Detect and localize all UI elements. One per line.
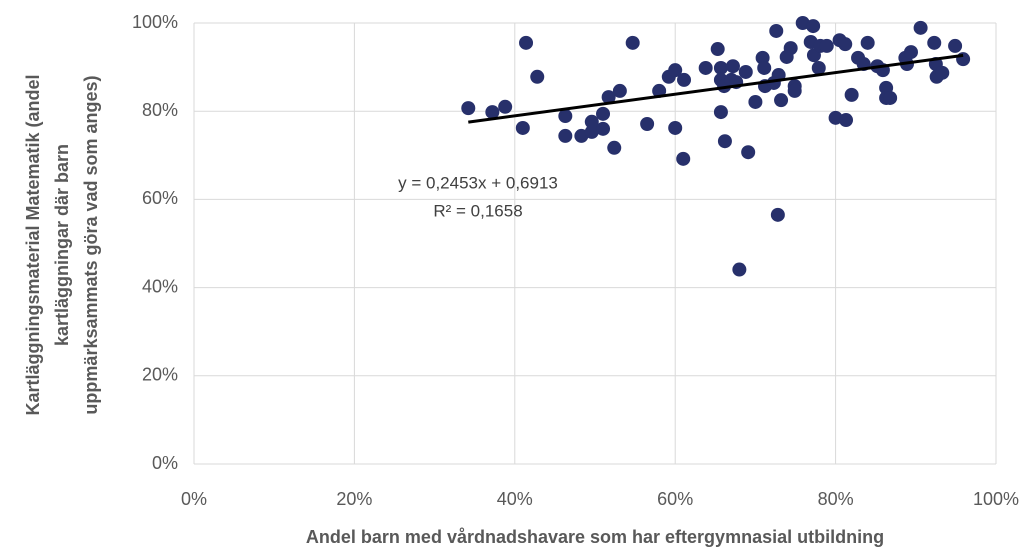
y-tick-label: 60%	[142, 188, 178, 208]
x-tick-label: 80%	[818, 489, 854, 509]
point	[625, 35, 640, 50]
point	[596, 121, 611, 136]
point	[948, 38, 963, 53]
point	[515, 120, 530, 135]
point	[601, 90, 616, 105]
point	[713, 105, 728, 120]
y-axis-title-line: kartläggningar där barn	[52, 144, 72, 346]
point	[677, 72, 692, 87]
x-tick-label: 20%	[336, 489, 372, 509]
y-tick-label: 0%	[152, 453, 178, 473]
point	[698, 60, 713, 75]
point	[519, 35, 534, 50]
point	[860, 35, 875, 50]
y-axis-title: Kartläggningsmaterial Matematik (andel k…	[23, 74, 101, 415]
y-tick-label: 100%	[132, 12, 178, 32]
y-axis-title-line: uppmärksammats göra vad som anges)	[81, 75, 101, 414]
point	[640, 116, 655, 131]
trendline-equation: y = 0,2453x + 0,6913	[398, 173, 558, 192]
point	[461, 101, 476, 116]
point	[787, 83, 802, 98]
point	[725, 59, 740, 74]
x-tick-label: 0%	[181, 489, 207, 509]
point	[668, 120, 683, 135]
point	[769, 23, 784, 38]
point	[935, 65, 950, 80]
point	[717, 134, 732, 149]
trendline-r2: R² = 0,1658	[433, 201, 522, 220]
x-tick-label: 60%	[657, 489, 693, 509]
point	[913, 20, 928, 35]
point	[903, 45, 918, 60]
point	[828, 110, 843, 125]
point	[883, 90, 898, 105]
y-tick-label: 80%	[142, 100, 178, 120]
point	[741, 145, 756, 160]
point	[710, 42, 725, 57]
y-tick-label: 20%	[142, 365, 178, 385]
y-axis-title-line: Kartläggningsmaterial Matematik (andel	[23, 74, 43, 415]
point	[774, 93, 789, 108]
trendline	[468, 53, 964, 124]
point	[738, 64, 753, 79]
point	[927, 35, 942, 50]
x-axis-title: Andel barn med vårdnadshavare som har ef…	[306, 527, 884, 547]
point	[819, 38, 834, 53]
x-tick-label: 40%	[497, 489, 533, 509]
point	[770, 207, 785, 222]
point	[748, 94, 763, 109]
point	[498, 99, 513, 114]
point	[596, 106, 611, 121]
y-tick-label: 40%	[142, 276, 178, 296]
point	[584, 124, 599, 139]
point	[558, 128, 573, 143]
point	[584, 114, 599, 129]
point	[558, 109, 573, 124]
point	[838, 37, 853, 52]
point	[844, 87, 859, 102]
point	[713, 60, 728, 75]
point	[530, 69, 545, 84]
point	[607, 140, 622, 155]
point	[485, 105, 500, 120]
point	[668, 63, 683, 78]
point	[612, 83, 627, 98]
point	[783, 41, 798, 56]
point	[757, 60, 772, 75]
point	[811, 60, 826, 75]
x-tick-label: 100%	[973, 489, 1019, 509]
point	[676, 151, 691, 166]
point	[956, 52, 971, 67]
point	[806, 19, 821, 34]
point	[732, 262, 747, 277]
point	[839, 113, 854, 128]
